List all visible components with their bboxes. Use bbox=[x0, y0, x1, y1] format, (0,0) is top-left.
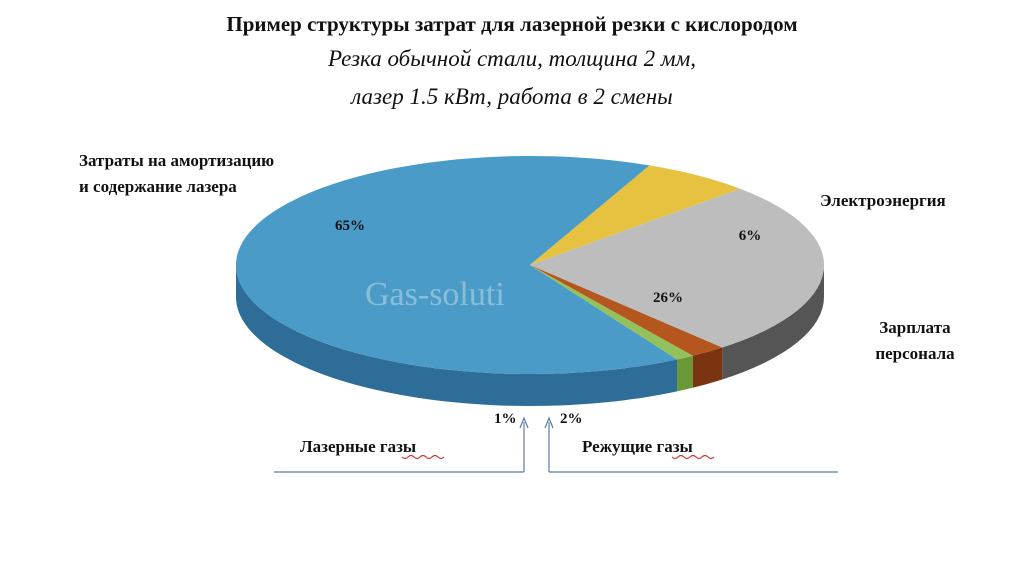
chart-subtitle-line-2: лазер 1.5 кВт, работа в 2 смены bbox=[351, 84, 673, 109]
pie-slice-электроэнергия bbox=[530, 165, 741, 265]
data-label-режущие-газы: 2% bbox=[560, 411, 583, 427]
pie-side-лазерные-газы bbox=[677, 355, 693, 392]
data-label-зарплата-персонала: 26% bbox=[653, 290, 683, 306]
spellcheck-underline-laser-gases bbox=[401, 454, 445, 460]
category-label-электроэнергия: Электроэнергия bbox=[820, 191, 946, 210]
arrowhead-cutting-gases bbox=[544, 416, 554, 429]
chart-subtitle-line-1: Резка обычной стали, толщина 2 мм, bbox=[327, 46, 697, 71]
category-label-лазерные-газы: Лазерные газы bbox=[300, 437, 416, 456]
category-label-затраты-на-амортизацию-и-содержание-лазера: Затраты на амортизацию и содержание лазер… bbox=[79, 151, 274, 196]
data-label-лазерные-газы: 1% bbox=[494, 411, 517, 427]
pie-slice-зарплата-персонала bbox=[530, 188, 825, 348]
arrowhead-laser-gases bbox=[519, 416, 529, 429]
pie-slice-режущие-газы bbox=[530, 265, 723, 356]
pie-side-затраты-на-амортизацию-и-содержание-лазера bbox=[236, 265, 677, 406]
spellcheck-underline-cutting-gases bbox=[671, 454, 715, 460]
data-label-затраты-на-амортизацию-и-содержание-лазера: 65% bbox=[335, 218, 365, 234]
data-label-электроэнергия: 6% bbox=[739, 228, 762, 244]
category-label-зарплата-персонала: Зарплата персонала bbox=[875, 318, 955, 363]
pie-side-режущие-газы bbox=[692, 347, 723, 388]
chart-title: Пример структуры затрат для лазерной рез… bbox=[226, 12, 798, 36]
watermark: Gas-soluti bbox=[365, 276, 505, 313]
pie-side-зарплата-персонала bbox=[722, 265, 824, 380]
category-label-режущие-газы: Режущие газы bbox=[582, 437, 693, 456]
pie-slice-затраты-на-амортизацию-и-содержание-лазера bbox=[235, 155, 677, 374]
pie-slice-лазерные-газы bbox=[530, 265, 693, 360]
